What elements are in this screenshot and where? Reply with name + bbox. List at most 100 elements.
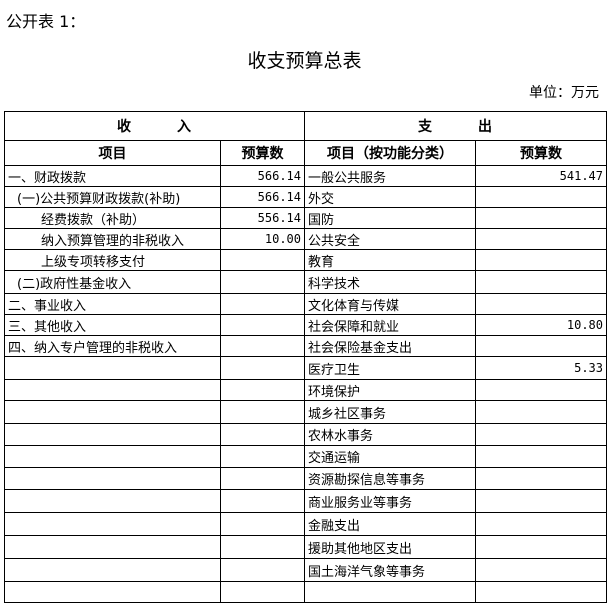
income-budget-header: 预算数 (220, 140, 305, 166)
expense-budget: 5.33 (475, 356, 607, 380)
income-budget (220, 335, 305, 357)
table-row: (二)政府性基金收入 科学技术 (4, 270, 607, 294)
expense-budget (475, 558, 607, 582)
expense-budget (475, 207, 607, 229)
expense-item: 科学技术 (304, 270, 476, 294)
expense-budget (475, 186, 607, 208)
income-budget: 566.14 (220, 186, 305, 208)
table-row: 上级专项转移支付 教育 (4, 249, 607, 271)
table-row: 环境保护 (4, 379, 607, 401)
expense-budget (475, 228, 607, 250)
table-row: 交通运输 (4, 445, 607, 468)
expense-budget (475, 270, 607, 294)
table-row: 经费拨款（补助） 556.14 国防 (4, 207, 607, 229)
expense-item (304, 581, 476, 603)
expense-item: 社会保险基金支出 (304, 335, 476, 357)
expense-item: 交通运输 (304, 445, 476, 468)
income-item: 纳入预算管理的非税收入 (4, 228, 221, 250)
table-row: 一、财政拨款 566.14 一般公共服务 541.47 (4, 165, 607, 187)
table-row: 资源勘探信息等事务 (4, 467, 607, 490)
income-item (4, 379, 221, 401)
table-row (4, 581, 607, 603)
income-item: 一、财政拨款 (4, 165, 221, 187)
expense-item: 城乡社区事务 (304, 400, 476, 424)
expense-item: 援助其他地区支出 (304, 535, 476, 559)
table-row: 国土海洋气象等事务 (4, 558, 607, 582)
income-item (4, 445, 221, 468)
income-item: 二、事业收入 (4, 293, 221, 315)
expense-item: 资源勘探信息等事务 (304, 467, 476, 490)
income-budget (220, 356, 305, 380)
income-item-header: 项目 (4, 140, 221, 166)
income-budget: 556.14 (220, 207, 305, 229)
income-item (4, 581, 221, 603)
expense-item: 社会保障和就业 (304, 314, 476, 336)
table-row: 医疗卫生 5.33 (4, 356, 607, 380)
income-item (4, 356, 221, 380)
income-item (4, 423, 221, 446)
expense-budget (475, 512, 607, 536)
expense-budget (475, 400, 607, 424)
expense-budget (475, 445, 607, 468)
expense-item: 商业服务业等事务 (304, 489, 476, 513)
expense-budget (475, 335, 607, 357)
expense-budget (475, 489, 607, 513)
table-row: 金融支出 (4, 512, 607, 536)
income-budget (220, 512, 305, 536)
income-item (4, 400, 221, 424)
expense-item: 教育 (304, 249, 476, 271)
income-item: 四、纳入专户管理的非税收入 (4, 335, 221, 357)
income-header: 收 入 (4, 111, 305, 141)
table-row: 纳入预算管理的非税收入 10.00 公共安全 (4, 228, 607, 250)
table-row: 援助其他地区支出 (4, 535, 607, 559)
expense-budget: 541.47 (475, 165, 607, 187)
budget-table: 收 入 支 出 项目 预算数 项目（按功能分类） 预算数 一、财政拨款 566.1… (4, 111, 607, 603)
income-budget (220, 423, 305, 446)
expense-item-header: 项目（按功能分类） (304, 140, 476, 166)
expense-budget (475, 423, 607, 446)
expense-item: 文化体育与传媒 (304, 293, 476, 315)
expense-budget (475, 249, 607, 271)
table-label: 公开表 1： (6, 12, 86, 31)
expense-budget-header: 预算数 (475, 140, 607, 166)
page-title: 收支预算总表 (247, 50, 362, 72)
expense-item: 医疗卫生 (304, 356, 476, 380)
income-budget (220, 558, 305, 582)
expense-item: 一般公共服务 (304, 165, 476, 187)
unit-label: 单位：万元 (529, 85, 599, 101)
income-item: (二)政府性基金收入 (4, 270, 221, 294)
expense-budget (475, 379, 607, 401)
income-budget (220, 445, 305, 468)
income-budget (220, 270, 305, 294)
income-item (4, 489, 221, 513)
income-item: (一)公共预算财政拨款(补助) (4, 186, 221, 208)
income-item: 三、其他收入 (4, 314, 221, 336)
income-budget (220, 249, 305, 271)
expense-header: 支 出 (304, 111, 607, 141)
income-budget (220, 489, 305, 513)
income-budget (220, 581, 305, 603)
table-row: (一)公共预算财政拨款(补助) 566.14 外交 (4, 186, 607, 208)
income-item: 上级专项转移支付 (4, 249, 221, 271)
expense-budget (475, 293, 607, 315)
expense-budget (475, 467, 607, 490)
expense-item: 环境保护 (304, 379, 476, 401)
expense-item: 公共安全 (304, 228, 476, 250)
income-budget: 10.00 (220, 228, 305, 250)
table-row: 商业服务业等事务 (4, 489, 607, 513)
income-budget (220, 379, 305, 401)
expense-item: 国防 (304, 207, 476, 229)
income-item: 经费拨款（补助） (4, 207, 221, 229)
income-item (4, 467, 221, 490)
income-budget (220, 467, 305, 490)
table-row: 城乡社区事务 (4, 400, 607, 424)
expense-item: 外交 (304, 186, 476, 208)
income-item (4, 535, 221, 559)
income-budget (220, 314, 305, 336)
income-budget: 566.14 (220, 165, 305, 187)
table-row: 三、其他收入 社会保障和就业 10.80 (4, 314, 607, 336)
table-row: 四、纳入专户管理的非税收入 社会保险基金支出 (4, 335, 607, 357)
expense-item: 国土海洋气象等事务 (304, 558, 476, 582)
expense-budget: 10.80 (475, 314, 607, 336)
table-row: 二、事业收入 文化体育与传媒 (4, 293, 607, 315)
